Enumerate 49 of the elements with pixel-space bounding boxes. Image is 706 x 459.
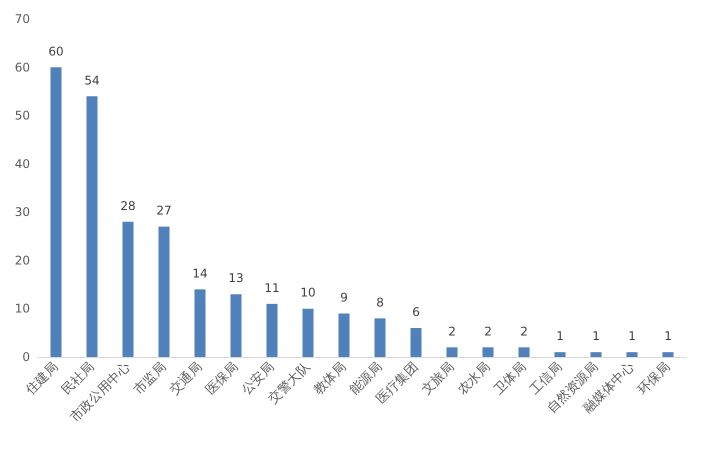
bar <box>626 352 638 357</box>
y-tick-label: 30 <box>14 205 30 220</box>
data-label: 11 <box>264 280 280 295</box>
bar <box>590 352 602 357</box>
bar <box>266 304 278 357</box>
bar <box>662 352 674 357</box>
bar <box>86 96 98 357</box>
data-label: 13 <box>228 271 244 286</box>
data-label: 14 <box>192 266 208 280</box>
data-label: 2 <box>484 324 492 338</box>
x-tick-label: 医保局 <box>203 360 242 398</box>
data-label: 2 <box>520 324 528 338</box>
data-label: 9 <box>340 290 348 305</box>
y-tick-label: 20 <box>14 253 30 268</box>
bar <box>338 314 350 357</box>
bar <box>554 352 566 357</box>
bar <box>122 222 134 357</box>
y-tick-label: 10 <box>14 302 30 316</box>
data-label: 10 <box>300 286 316 300</box>
x-tick-label: 教体局 <box>311 360 350 398</box>
data-label: 54 <box>84 73 100 88</box>
data-label: 6 <box>412 305 420 320</box>
data-label: 1 <box>592 329 600 344</box>
data-label: 1 <box>628 329 636 344</box>
bar <box>374 318 386 357</box>
y-tick-label: 50 <box>14 108 30 123</box>
y-tick-label: 40 <box>14 156 30 171</box>
bar <box>158 226 170 357</box>
data-label: 2 <box>448 324 456 338</box>
y-tick-label: 70 <box>14 12 30 26</box>
x-tick-label: 农水局 <box>455 360 494 398</box>
data-label: 60 <box>48 44 64 58</box>
bar <box>410 328 422 357</box>
bar <box>194 289 206 357</box>
bar <box>482 347 494 357</box>
y-tick-label: 60 <box>14 60 30 74</box>
data-label: 28 <box>120 198 136 213</box>
bar <box>446 347 458 357</box>
data-label: 1 <box>556 329 564 344</box>
data-label: 8 <box>376 295 384 310</box>
bar <box>302 308 314 357</box>
x-tick-label: 环保局 <box>635 360 674 398</box>
x-tick-label: 文旅局 <box>419 360 458 398</box>
x-tick-label: 卫体局 <box>491 360 530 398</box>
bar <box>518 347 530 357</box>
data-label: 27 <box>156 204 172 218</box>
bar <box>230 294 242 357</box>
data-label: 1 <box>664 329 672 344</box>
bar <box>50 67 62 357</box>
